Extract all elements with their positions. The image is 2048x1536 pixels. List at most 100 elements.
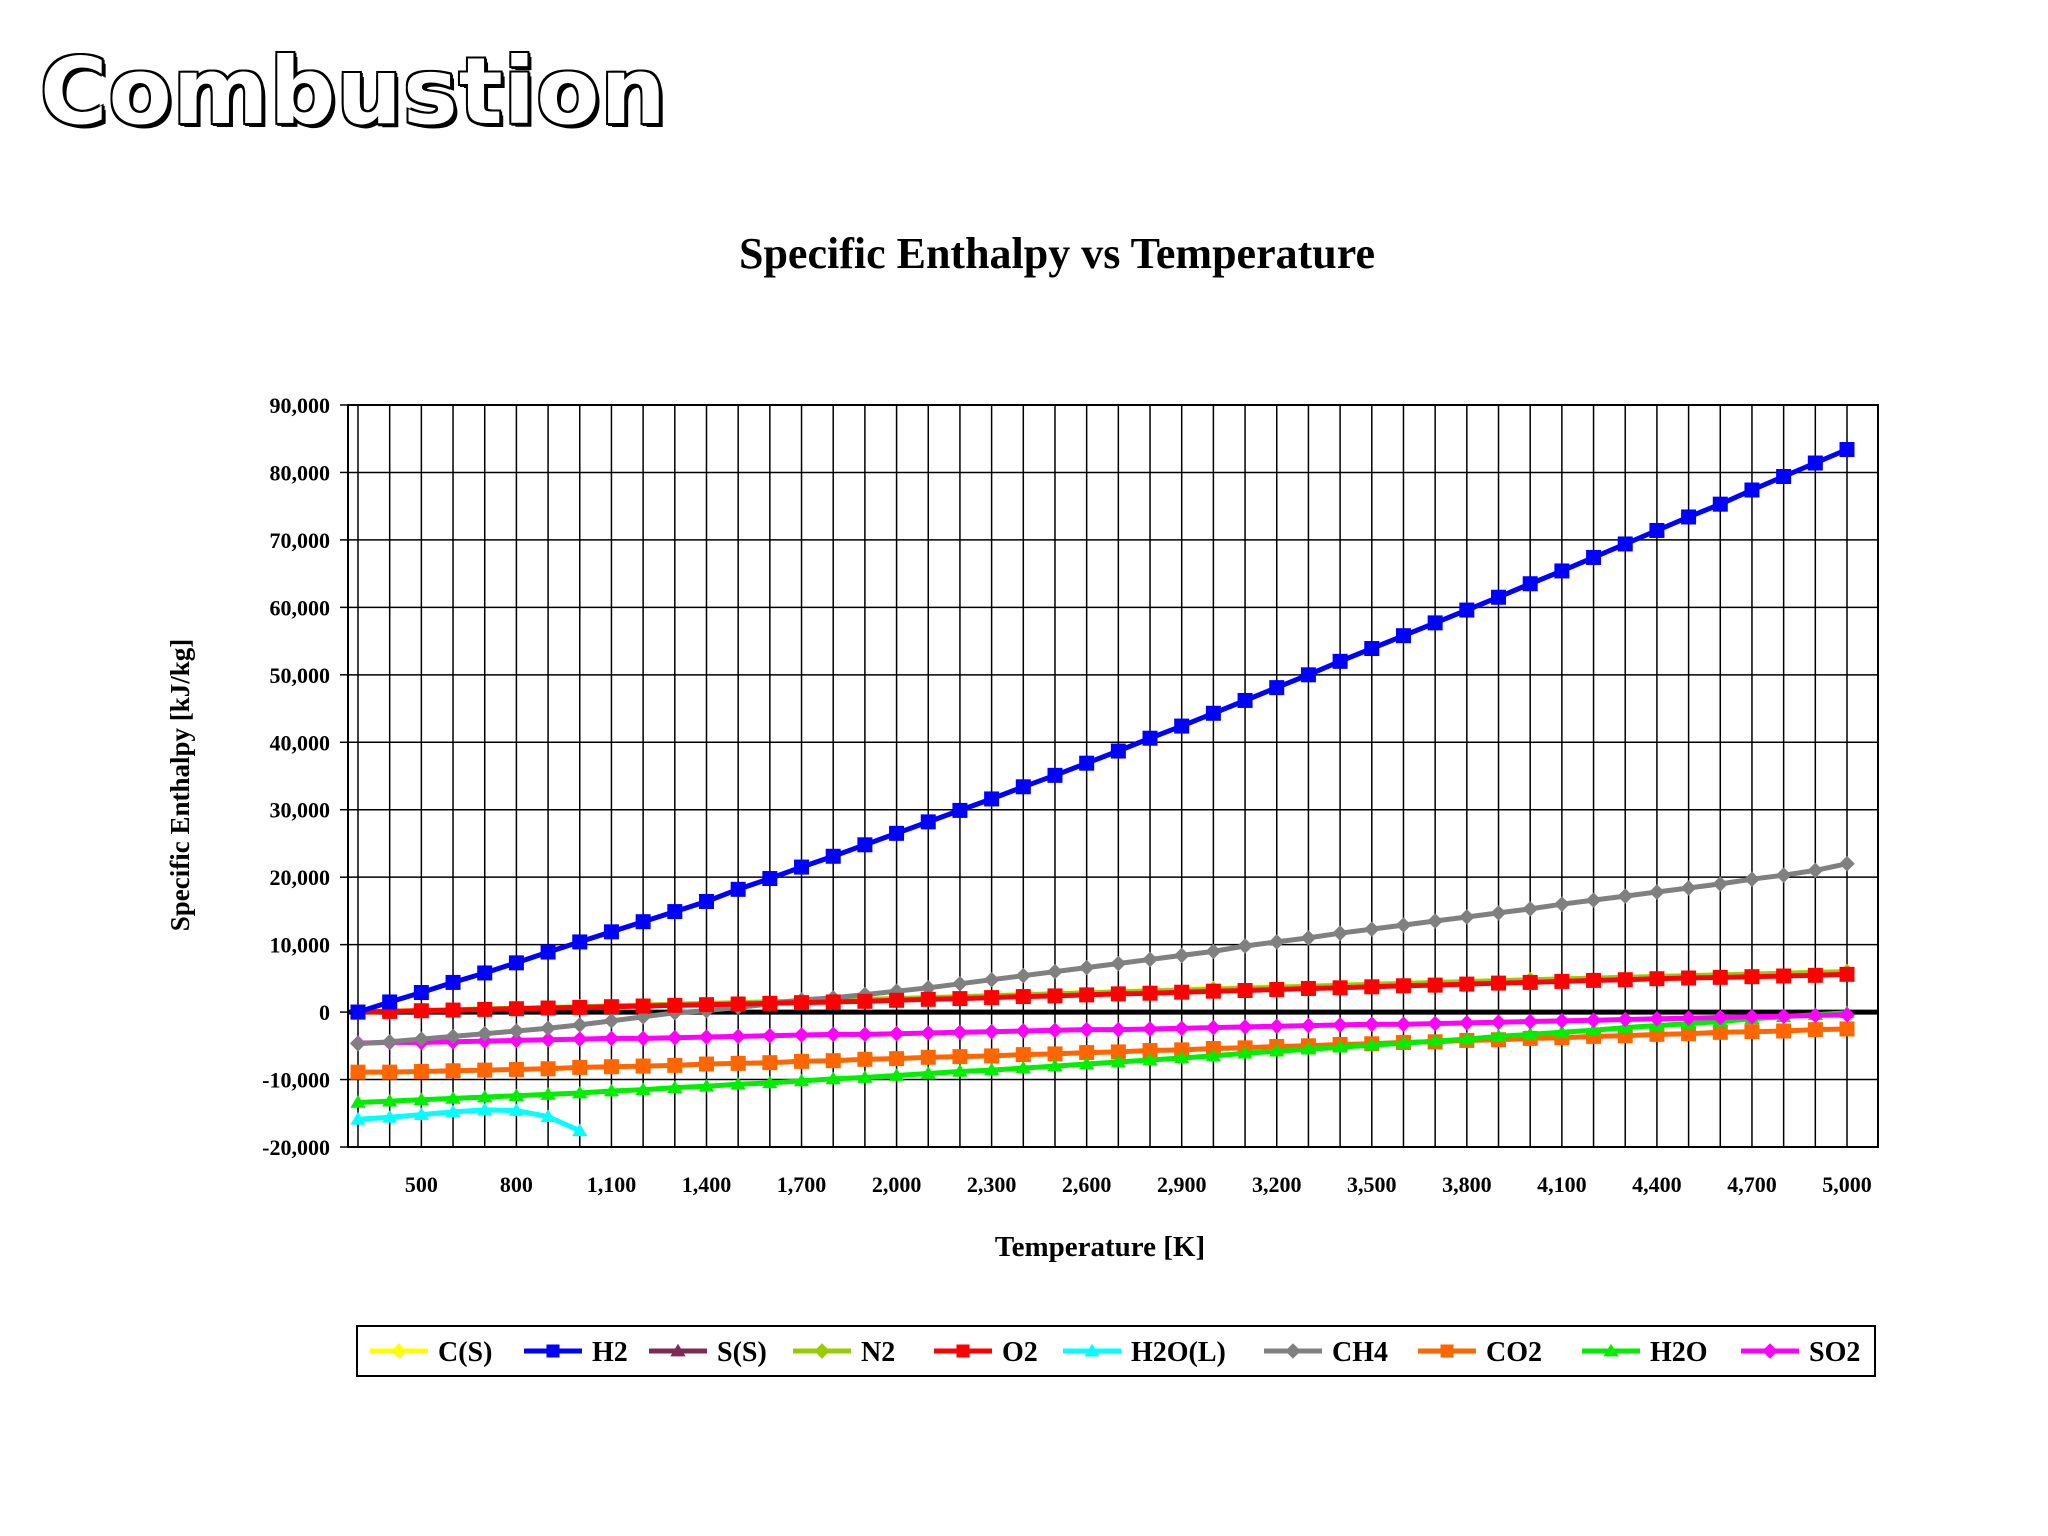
data-point (572, 999, 588, 1015)
data-point (762, 1075, 778, 1089)
data-point (1332, 925, 1348, 941)
data-point (1459, 909, 1475, 925)
data-point (794, 859, 810, 875)
data-point (1110, 986, 1126, 1002)
data-point (1395, 1035, 1412, 1049)
data-point (1554, 973, 1570, 989)
x-tick-label: 800 (500, 1172, 533, 1197)
series-lines (350, 442, 1855, 1137)
x-tick-label: 2,300 (967, 1172, 1017, 1197)
data-point (1617, 536, 1633, 552)
data-point (1839, 1021, 1855, 1037)
data-point (603, 924, 619, 940)
data-point (1807, 1022, 1823, 1038)
data-point (825, 1053, 841, 1069)
data-point (350, 1112, 366, 1125)
data-point (1807, 862, 1824, 879)
data-point (1364, 979, 1380, 995)
data-point (1680, 880, 1697, 896)
data-point (1015, 967, 1032, 984)
y-tick-label: 70,000 (270, 528, 331, 553)
legend-entry-so2: SO2 (1741, 1337, 1860, 1368)
data-point (1015, 1047, 1031, 1063)
legend-label: H2 (592, 1337, 628, 1368)
data-point (635, 1082, 651, 1095)
data-point (857, 1051, 873, 1067)
legend-label: O2 (1002, 1337, 1038, 1368)
series-so2 (350, 1006, 1855, 1051)
data-point (857, 993, 873, 1009)
data-point (508, 1088, 525, 1102)
data-point (1205, 983, 1221, 999)
data-point (1427, 1033, 1443, 1047)
data-point (983, 1062, 1000, 1076)
data-point (1047, 767, 1063, 783)
data-point (952, 1024, 968, 1041)
data-point (1047, 1058, 1063, 1072)
data-point (1459, 1031, 1475, 1045)
data-point (391, 1343, 407, 1359)
data-point (1332, 980, 1348, 996)
data-point (1300, 1017, 1317, 1034)
data-point (857, 1026, 873, 1043)
data-point (508, 1001, 524, 1017)
y-tick-label: 0 (319, 1000, 330, 1025)
data-point (1269, 981, 1285, 997)
data-point (983, 1023, 1000, 1040)
data-point (1395, 978, 1411, 994)
data-point (1649, 1011, 1665, 1027)
data-point (477, 1089, 493, 1103)
data-point (983, 971, 1000, 988)
data-point (667, 1080, 683, 1093)
data-point (1300, 980, 1316, 996)
data-point (1015, 989, 1031, 1005)
x-tick-label: 2,900 (1157, 1172, 1207, 1197)
data-point (1205, 1019, 1222, 1036)
data-point (540, 1109, 556, 1122)
data-point (350, 1004, 366, 1020)
data-point (952, 991, 968, 1007)
legend-entry-n2: N2 (793, 1337, 895, 1368)
data-point (1079, 755, 1095, 771)
data-point (1762, 1343, 1778, 1359)
data-point (1363, 1016, 1380, 1033)
y-tick-label: 20,000 (270, 865, 331, 890)
data-point (1617, 972, 1633, 988)
data-point (952, 975, 968, 992)
data-point (1110, 1044, 1126, 1060)
legend-label: S(S) (717, 1337, 767, 1368)
data-point (540, 1000, 556, 1016)
data-point (730, 881, 746, 897)
data-point (477, 1062, 493, 1078)
x-tick-label: 4,700 (1727, 1172, 1777, 1197)
data-point (1522, 1027, 1538, 1040)
data-point (1776, 469, 1792, 485)
data-point (1427, 977, 1443, 993)
data-point (603, 999, 619, 1015)
y-tick-label: 50,000 (270, 663, 331, 688)
data-point (1775, 867, 1792, 883)
data-point (1173, 1020, 1190, 1037)
data-point (698, 1029, 715, 1045)
data-point (1649, 522, 1665, 538)
x-tick-label: 3,200 (1252, 1172, 1302, 1197)
data-point (413, 1092, 430, 1106)
data-point (667, 1029, 683, 1046)
y-tick-label: 90,000 (270, 393, 331, 418)
data-point (477, 965, 493, 981)
data-point (984, 990, 1000, 1006)
data-point (476, 1025, 493, 1042)
data-point (825, 1026, 842, 1043)
data-point (1285, 1343, 1301, 1359)
data-point (1110, 1021, 1127, 1038)
data-point (1015, 1023, 1032, 1039)
data-point (1681, 970, 1697, 986)
x-tick-label: 1,700 (777, 1172, 827, 1197)
data-point (1079, 1045, 1095, 1061)
data-point (1522, 901, 1538, 917)
y-tick-label: -10,000 (262, 1068, 330, 1093)
data-point (814, 1343, 830, 1359)
data-point (667, 997, 683, 1013)
data-point (1712, 1009, 1729, 1026)
data-point (1617, 1011, 1634, 1028)
